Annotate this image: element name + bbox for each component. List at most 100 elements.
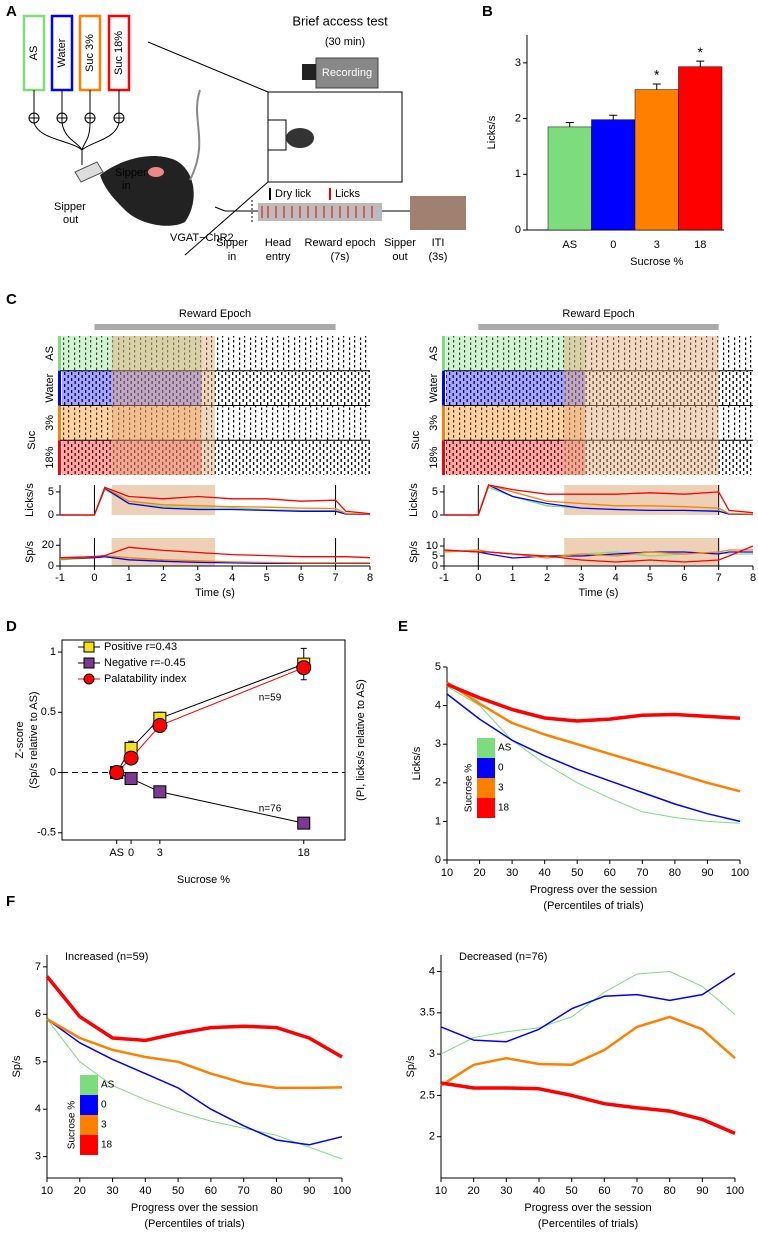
y-axis-label: Sp/s <box>408 540 420 563</box>
tube-label: AS <box>28 46 40 61</box>
x-tick-label: 2 <box>544 572 550 584</box>
panel-label: E <box>398 618 408 635</box>
x-tick-label: 18 <box>298 847 310 859</box>
x-tick-label: 50 <box>172 1185 184 1197</box>
error-bar <box>696 60 705 67</box>
legend-swatch <box>477 738 495 758</box>
y-tick-label: 5 <box>432 486 438 498</box>
x-tick-label: 6 <box>298 572 304 584</box>
marker <box>153 785 167 799</box>
legend-swatch <box>80 1075 98 1095</box>
lick-ticks <box>261 206 373 218</box>
x-tick-label: 50 <box>566 1185 578 1197</box>
y-tick-label: 4 <box>435 700 441 712</box>
legend-label: Palatability index <box>104 673 187 685</box>
y-tick-label: 0 <box>48 509 54 521</box>
epoch-label: Reward Epoch <box>179 308 251 320</box>
raster <box>446 405 753 441</box>
x-axis-label: (Percentiles of trials) <box>543 900 643 912</box>
y-tick-label: 10 <box>426 540 438 552</box>
x-tick-label: 18 <box>694 239 706 251</box>
legend-marker <box>83 657 95 669</box>
raster <box>446 370 753 406</box>
raster-color <box>62 440 202 475</box>
epoch-bar <box>94 324 336 330</box>
x-tick-label: 8 <box>367 572 373 584</box>
x-tick-label: 70 <box>238 1185 250 1197</box>
y-tick-label: 0 <box>435 854 441 866</box>
legend-label: 18 <box>101 1140 113 1151</box>
port <box>268 119 287 151</box>
significance: * <box>698 44 704 60</box>
label: ITI <box>432 237 445 249</box>
shade <box>564 336 719 475</box>
label: in <box>122 180 131 192</box>
camera-lens <box>302 64 316 80</box>
raster-color <box>62 370 202 406</box>
x-axis-label: Time (s) <box>579 587 619 599</box>
shade <box>111 336 215 475</box>
y-tick-label: 5 <box>435 661 441 673</box>
bar <box>547 126 592 231</box>
tube-label: Suc 18% <box>113 31 125 75</box>
legend-label: AS <box>101 1080 115 1091</box>
chart-title: Increased (n=59) <box>65 951 148 963</box>
y-tick-label: 6 <box>35 1008 41 1020</box>
mouse-ear <box>148 167 164 177</box>
y-tick-label: 1 <box>435 815 441 827</box>
x-tick-label: 4 <box>613 572 619 584</box>
panel-label: F <box>6 893 15 910</box>
y-tick-label: 2 <box>429 1131 435 1143</box>
x-tick-label: 5 <box>647 572 653 584</box>
x-tick-label: 0 <box>91 572 97 584</box>
mouse-top <box>286 128 314 148</box>
series-line <box>116 772 304 824</box>
trace <box>59 546 371 559</box>
y-tick-label: 3 <box>35 1151 41 1163</box>
y-tick-label: 5 <box>35 1056 41 1068</box>
label: (3s) <box>429 251 448 263</box>
series-line <box>45 975 343 1059</box>
row-label: 18% <box>428 446 440 468</box>
row-label: 3% <box>44 415 56 431</box>
y-tick-label: 0 <box>432 509 438 521</box>
trace <box>60 486 371 516</box>
series-line <box>46 1018 343 1090</box>
label: Licks <box>335 188 361 200</box>
x-tick-label: 80 <box>664 1185 676 1197</box>
y-tick-label: 5 <box>48 486 54 498</box>
y-axis-label: (Sp/s relative to AS) <box>28 691 40 788</box>
y-axis-label: Licks/s <box>24 483 36 517</box>
legend-marker <box>83 673 95 685</box>
x-tick-label: 4 <box>229 572 235 584</box>
x-tick-label: 90 <box>303 1185 315 1197</box>
x-tick-label: 20 <box>468 1185 480 1197</box>
x-tick-label: -1 <box>439 572 449 584</box>
raster <box>446 440 753 475</box>
row-color-bar <box>58 370 61 406</box>
legend-title: Sucrose % <box>67 1101 78 1149</box>
mouse-tail <box>189 89 201 181</box>
row-color-bar <box>442 370 445 406</box>
chart-title: Decreased (n=76) <box>459 951 547 963</box>
error-bar <box>609 114 618 120</box>
x-tick-label: 100 <box>726 1185 744 1197</box>
x-tick-label: 0 <box>610 239 616 251</box>
x-tick-label: 7 <box>332 572 338 584</box>
label: VGAT−ChR2 <box>170 232 234 244</box>
marker <box>123 750 139 766</box>
x-tick-label: 3 <box>578 572 584 584</box>
x-axis-label: Progress over the session <box>131 1202 258 1214</box>
row-label: 3% <box>428 415 440 431</box>
legend-label: Positive r=0.43 <box>104 641 177 653</box>
legend-swatch <box>80 1115 98 1135</box>
label: Dry lick <box>275 188 312 200</box>
x-axis-label: Time (s) <box>195 587 235 599</box>
plot-frame <box>61 639 346 841</box>
row-group-label: Suc <box>26 430 38 449</box>
row-label: AS <box>428 346 440 361</box>
x-tick-label: 90 <box>701 867 713 879</box>
y-axis-label: Licks/s <box>411 746 423 780</box>
legend-label: Negative r=-0.45 <box>104 657 186 669</box>
series-line <box>446 693 741 823</box>
